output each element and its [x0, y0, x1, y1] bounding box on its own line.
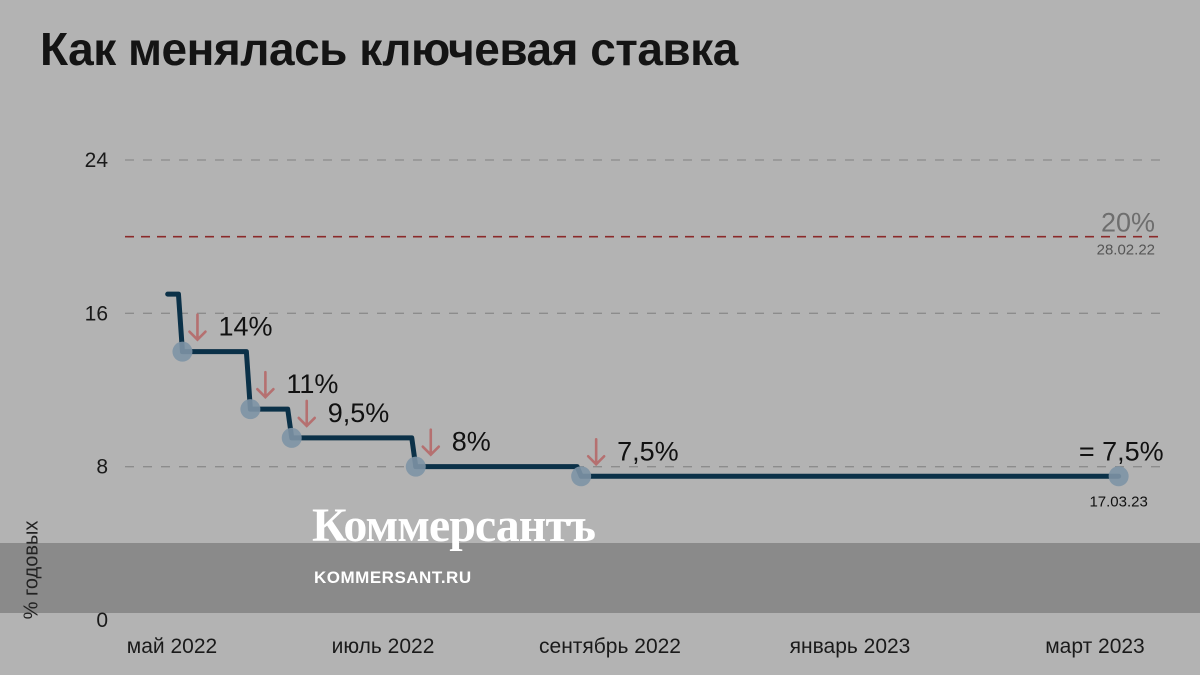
watermark-band: [0, 543, 1200, 613]
data-point-marker: [172, 341, 193, 362]
grid-lines: [125, 159, 1160, 468]
markers-group: [172, 341, 1129, 487]
data-label: 9,5%: [328, 398, 390, 428]
data-point-marker: [405, 456, 426, 477]
x-tick-label: июль 2022: [332, 635, 435, 658]
x-tick-label: март 2023: [1045, 635, 1145, 658]
x-tick-labels: май 2022 июль 2022 сентябрь 2022 январь 202…: [127, 635, 1145, 658]
kommersant-logo: Коммерсантъ: [312, 499, 596, 552]
down-arrow-icon: [297, 399, 317, 428]
data-point-marker: [571, 466, 592, 487]
data-label: = 7,5%: [1079, 436, 1164, 466]
y-tick-label: 8: [96, 456, 108, 479]
reference-date-label: 28.02.22: [1097, 242, 1155, 259]
data-labels-group: 14% 11%9,5% 8% 7,5% = 7,5% 17.03.23: [188, 312, 1164, 510]
reference-label: 20%: [1101, 208, 1155, 238]
x-tick-label: сентябрь 2022: [539, 635, 681, 658]
down-arrow-icon: [188, 313, 207, 342]
data-label: 8%: [452, 427, 491, 457]
x-tick-label: май 2022: [127, 635, 217, 658]
reference-line-group: 20% 28.02.22: [125, 208, 1160, 259]
data-label: 7,5%: [617, 436, 679, 466]
y-tick-labels: 0 8 16 24: [85, 149, 109, 632]
data-label: 11%: [286, 369, 338, 399]
chart-title: Как менялась ключевая ставка: [40, 23, 738, 75]
data-label: 14%: [218, 312, 272, 342]
y-tick-label: 0: [96, 609, 108, 632]
kommersant-url: KOMMERSANT.RU: [314, 568, 472, 587]
down-arrow-icon: [421, 428, 441, 457]
data-point-marker: [240, 399, 261, 420]
data-point-marker: [1108, 466, 1129, 487]
down-arrow-icon: [586, 437, 606, 467]
y-tick-label: 24: [85, 149, 109, 172]
data-point-marker: [281, 427, 302, 448]
down-arrow-icon: [256, 370, 275, 400]
y-axis-label: % годовых: [20, 520, 43, 620]
y-tick-label: 16: [85, 302, 108, 325]
x-tick-label: январь 2023: [790, 635, 911, 658]
data-date-label: 17.03.23: [1089, 493, 1147, 510]
